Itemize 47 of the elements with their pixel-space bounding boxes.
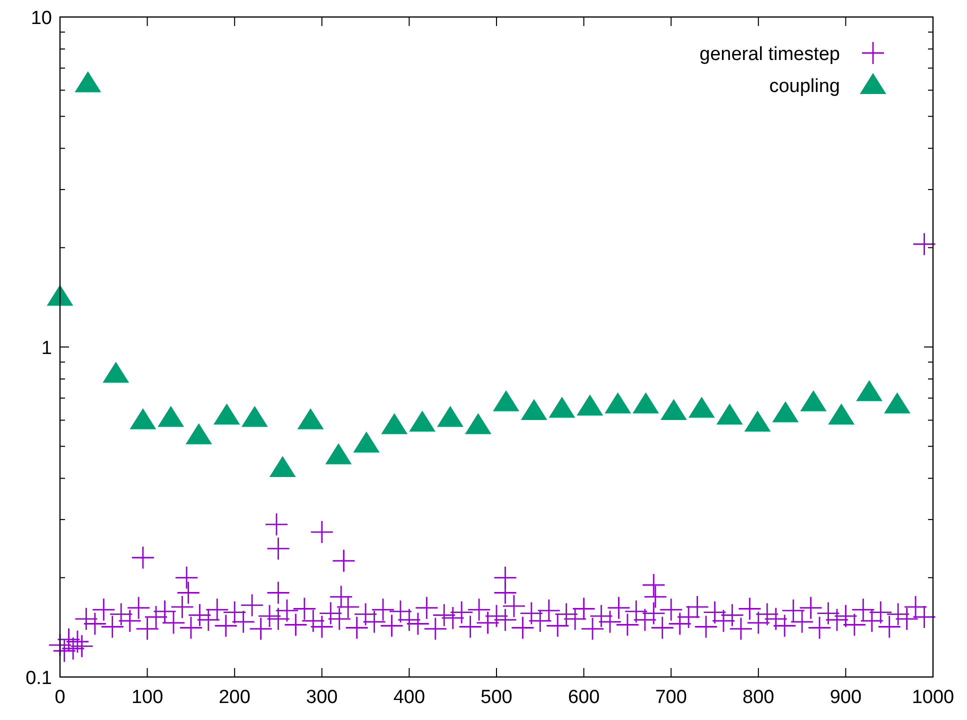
point xyxy=(241,406,268,427)
point xyxy=(325,443,352,464)
point xyxy=(576,394,604,416)
point xyxy=(716,404,743,425)
x-tick-label: 1000 xyxy=(912,687,954,708)
x-tick-label: 300 xyxy=(306,687,338,708)
legend-label: coupling xyxy=(769,76,840,97)
point xyxy=(856,380,882,402)
point xyxy=(130,408,156,430)
point xyxy=(464,413,492,434)
x-tick-label: 200 xyxy=(218,687,250,708)
point xyxy=(548,396,576,418)
point xyxy=(186,423,212,444)
point xyxy=(437,406,464,427)
x-tick-label: 0 xyxy=(54,687,66,708)
y-tick-label: 0.1 xyxy=(26,668,52,689)
x-tick-label: 600 xyxy=(568,687,600,708)
point xyxy=(74,71,102,92)
legend-label: general timestep xyxy=(700,44,840,65)
x-tick-label: 700 xyxy=(655,687,687,708)
point xyxy=(214,404,240,425)
point xyxy=(158,406,184,427)
point xyxy=(688,396,715,418)
x-tick-label: 400 xyxy=(393,687,426,708)
x-tick-label: 800 xyxy=(742,687,774,708)
point xyxy=(102,362,130,383)
point xyxy=(520,398,548,420)
point xyxy=(828,404,855,425)
point xyxy=(632,392,659,414)
y-tick-label: 1 xyxy=(41,338,52,359)
x-tick-label: 900 xyxy=(830,687,862,708)
point xyxy=(660,398,687,420)
x-tick-label: 500 xyxy=(480,687,512,708)
point xyxy=(884,392,910,414)
point xyxy=(297,408,324,430)
point xyxy=(744,410,771,432)
point xyxy=(409,410,436,432)
point xyxy=(353,432,380,452)
y-tick-label: 10 xyxy=(30,8,52,29)
point xyxy=(800,390,827,412)
point xyxy=(46,284,74,306)
x-tick-label: 100 xyxy=(131,687,164,708)
point xyxy=(381,413,408,434)
point xyxy=(772,401,799,422)
point xyxy=(492,390,520,412)
point xyxy=(604,392,632,414)
point xyxy=(269,456,296,477)
